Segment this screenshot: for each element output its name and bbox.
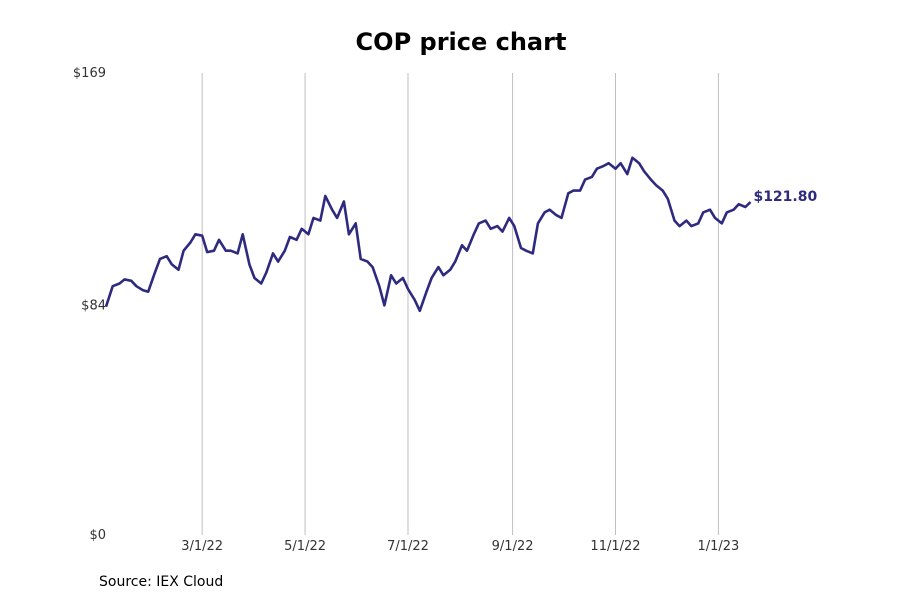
chart-title: COP price chart: [355, 28, 567, 56]
x-tick-label: 3/1/22: [181, 539, 223, 554]
y-tick-label: $169: [73, 66, 106, 81]
source-note: Source: IEX Cloud: [99, 574, 224, 590]
series-layer: $121.80: [104, 156, 817, 313]
x-tick-label: 11/1/22: [590, 539, 640, 554]
y-tick-label: $0: [89, 528, 106, 543]
y-axis-ticks: $169 $84 $0: [73, 66, 106, 543]
x-tick-label: 7/1/22: [387, 539, 429, 554]
price-line: [104, 156, 752, 313]
last-price-label: $121.80: [753, 189, 817, 205]
x-tick-label: 5/1/22: [284, 539, 326, 554]
y-tick-label: $84: [81, 298, 106, 313]
x-tick-label: 1/1/23: [697, 539, 739, 554]
x-axis-ticks: 3/1/22 5/1/22 7/1/22 9/1/22 11/1/22 1/1/23: [181, 539, 739, 554]
grid-layer: [201, 73, 719, 535]
x-tick-label: 9/1/22: [492, 539, 534, 554]
